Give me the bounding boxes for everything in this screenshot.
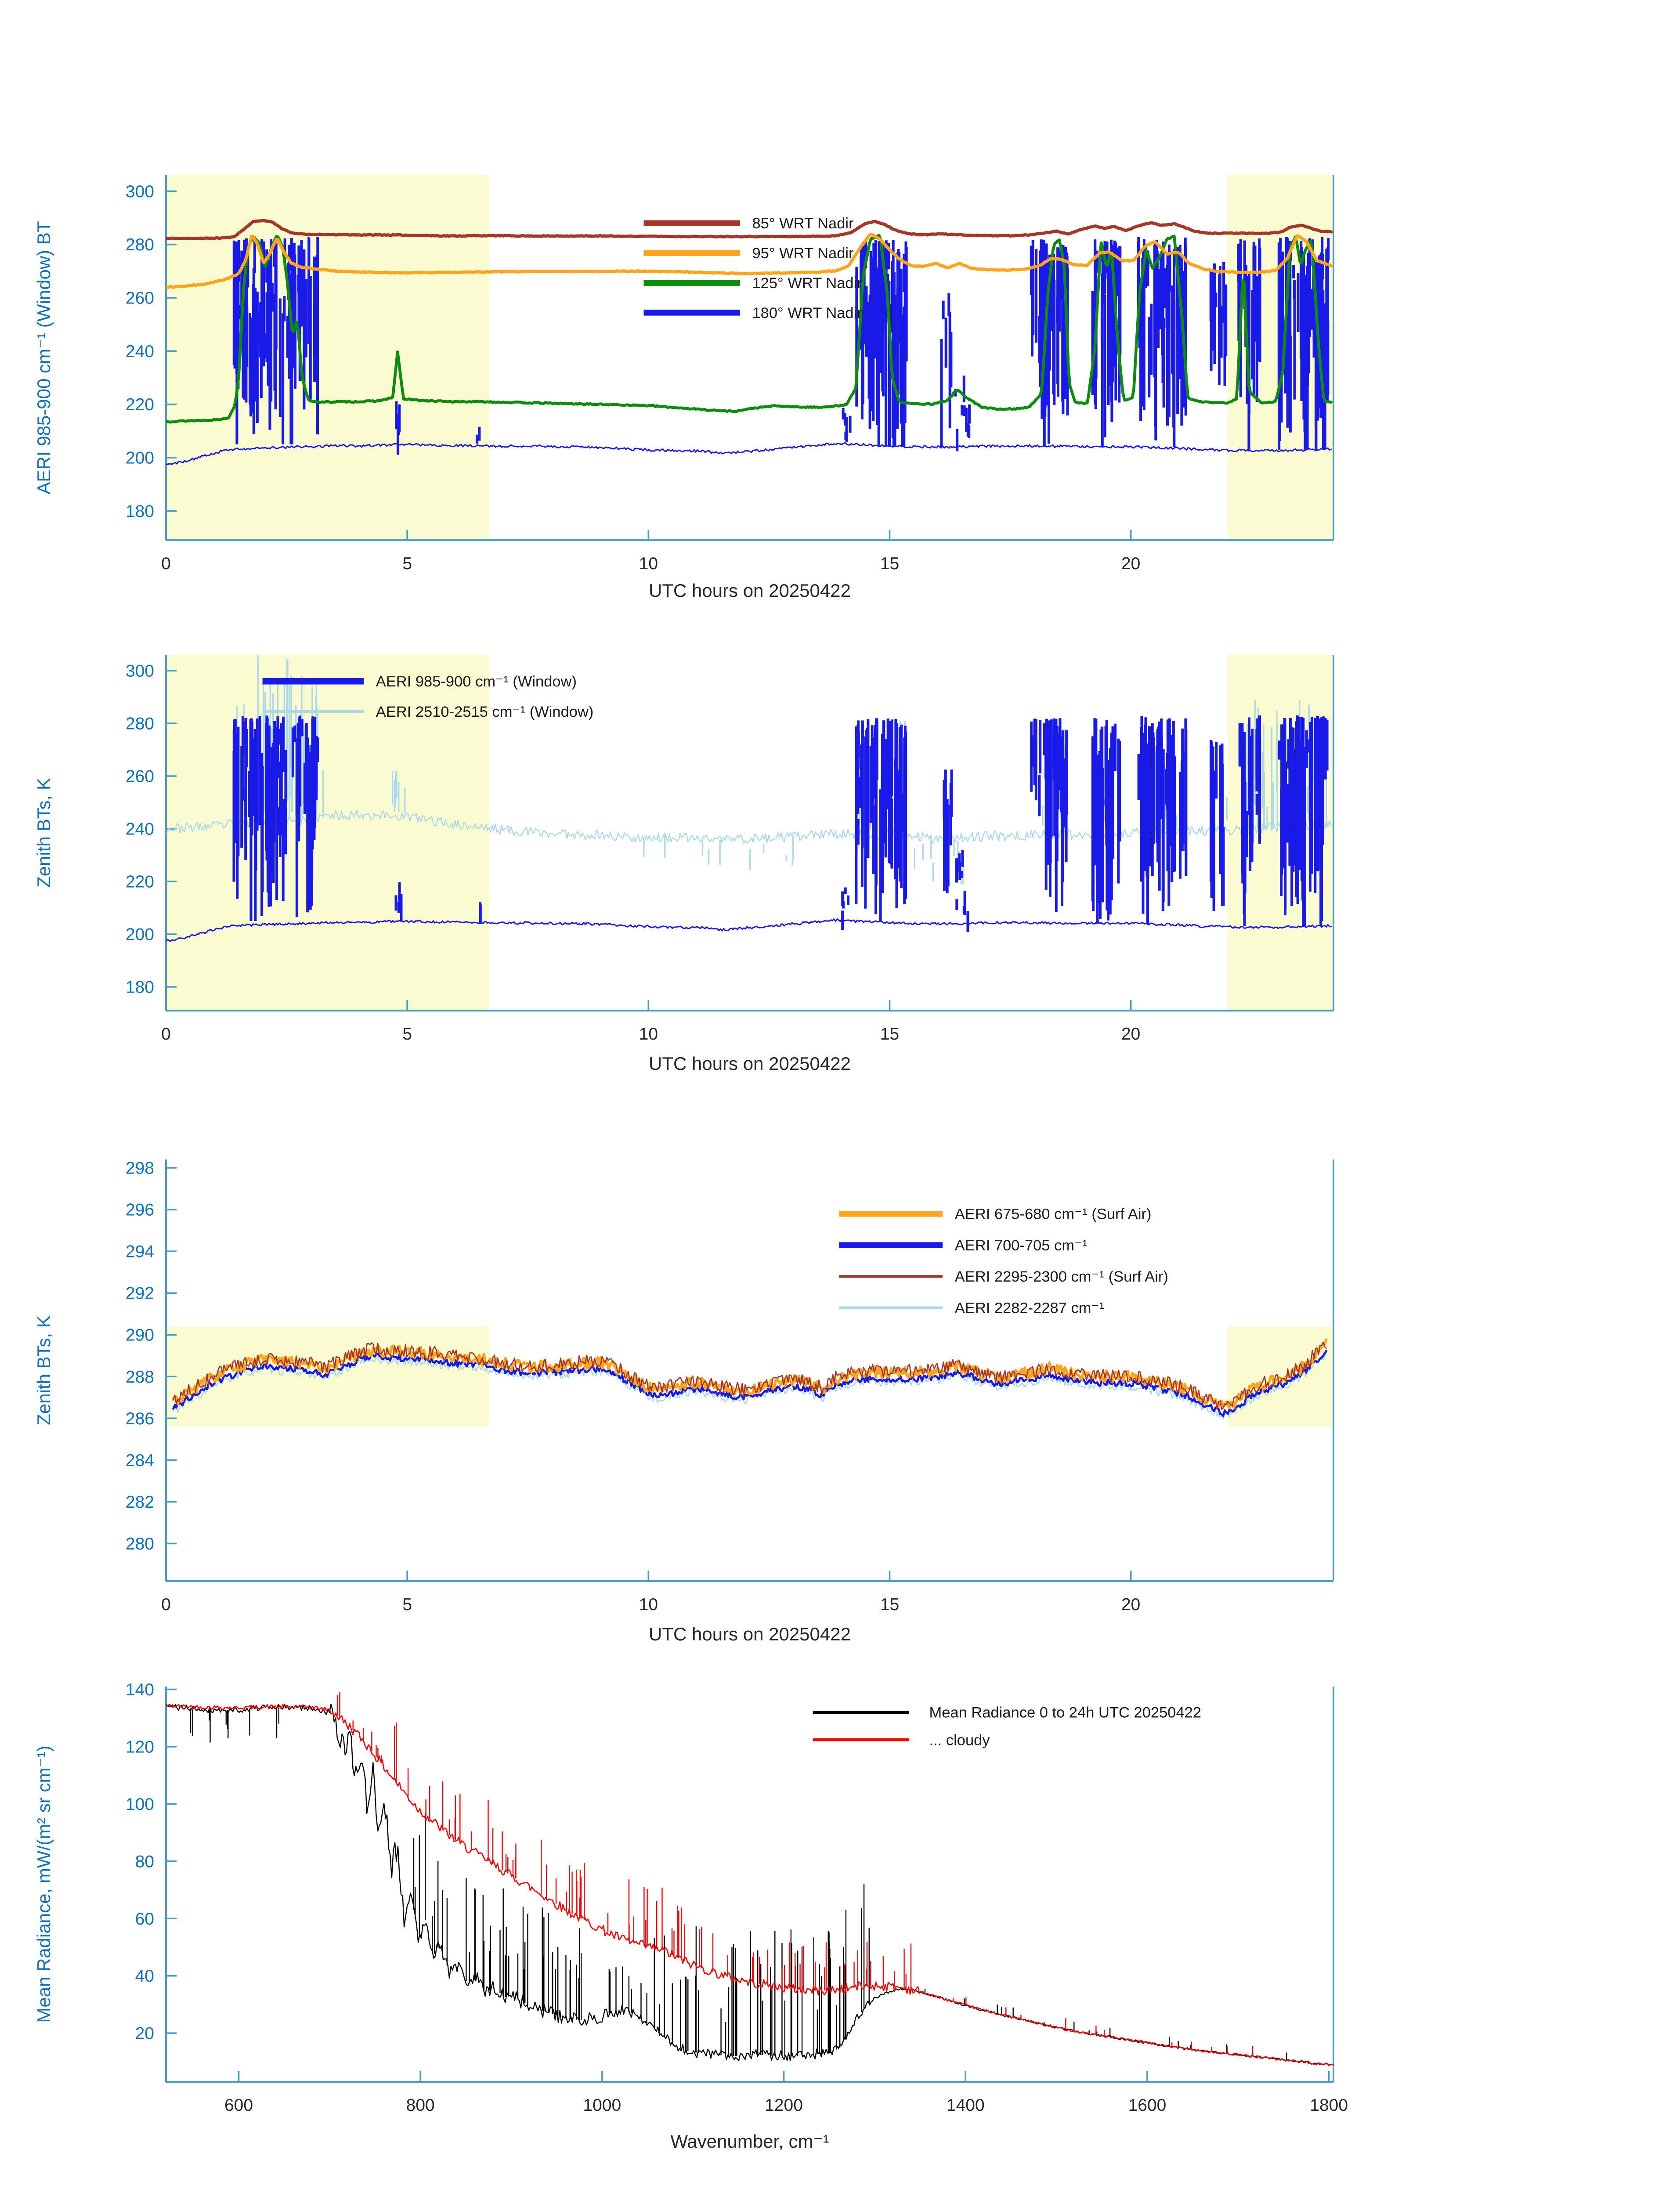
y-tick-label: 286 <box>126 1409 154 1428</box>
y-tick-label: 80 <box>135 1852 154 1871</box>
y-tick-label: 280 <box>126 1535 154 1553</box>
x-tick-label: 0 <box>161 554 171 573</box>
legend-label-aeri-2295-2300-cm-surf-air: AERI 2295-2300 cm⁻¹ (Surf Air) <box>955 1268 1168 1285</box>
legend-label-180-wrt-nadir: 180° WRT Nadir <box>752 305 862 321</box>
x-tick-label: 15 <box>880 1595 899 1614</box>
y-tick-label: 140 <box>126 1680 154 1699</box>
x-tick-label: 20 <box>1121 554 1140 573</box>
y-tick-label: 220 <box>126 873 154 892</box>
x-tick-label: 1800 <box>1310 2096 1348 2115</box>
x-tick-label: 20 <box>1121 1595 1140 1614</box>
series-mean-radiance-0-24h <box>166 1704 1333 2066</box>
series-85-wrt-nadir <box>166 219 1333 240</box>
series-aeri-2510-2515-window <box>166 809 1332 844</box>
series-95-wrt-nadir <box>166 233 1333 289</box>
y-tick-label: 100 <box>126 1795 154 1814</box>
chart-2: 180 200 220 240 260 280 300 0 5 10 15 20 UTC hours o… <box>33 655 1334 1074</box>
legend: AERI 675-680 cm⁻¹ (Surf Air) AERI 700-705… <box>839 1206 1168 1316</box>
series-aeri-985-900-window <box>166 918 1332 942</box>
legend-label-aeri-985-900-cm-window: AERI 985-900 cm⁻¹ (Window) <box>376 673 577 690</box>
highlight-band <box>166 175 489 540</box>
legend-label-125-wrt-nadir: 125° WRT Nadir <box>752 275 862 292</box>
y-tick-label: 300 <box>126 182 154 201</box>
series-layer <box>172 1338 1328 1420</box>
y-tick-label: 220 <box>126 395 154 414</box>
x-tick-label: 5 <box>402 554 412 573</box>
series-layer <box>166 1692 1333 2066</box>
x-tick-label: 5 <box>402 1595 412 1614</box>
y-tick-label: 296 <box>126 1201 154 1220</box>
highlight-band <box>166 655 489 1011</box>
legend-label-aeri-2510-2515-cm-window: AERI 2510-2515 cm⁻¹ (Window) <box>376 704 594 720</box>
legend-label-cloudy: ... cloudy <box>929 1732 990 1748</box>
y-tick-label: 20 <box>135 2024 154 2043</box>
series-aeri-2295-2300-surf-air <box>173 1341 1327 1410</box>
x-axis-label: UTC hours on 20250422 <box>649 1624 851 1644</box>
x-tick-label: 15 <box>880 554 899 573</box>
series-180-wrt-nadir <box>166 442 1332 465</box>
series-layer <box>166 219 1333 465</box>
y-tick-label: 200 <box>126 448 154 467</box>
y-tick-label: 240 <box>126 820 154 839</box>
x-tick-label: 10 <box>639 1025 658 1044</box>
x-axis-label: UTC hours on 20250422 <box>649 1053 851 1074</box>
chart-1: 180 200 220 240 260 280 300 0 5 10 15 20 UTC hours o… <box>33 175 1334 601</box>
y-axis-label: Zenith BTs, K <box>33 1315 54 1425</box>
legend-label-95-wrt-nadir: 95° WRT Nadir <box>752 245 853 262</box>
x-tick-label: 1000 <box>583 2096 621 2115</box>
y-tick-label: 280 <box>126 715 154 733</box>
x-tick-label: 1400 <box>947 2096 985 2115</box>
x-axis-label: UTC hours on 20250422 <box>649 580 851 601</box>
x-tick-label: 800 <box>406 2096 435 2115</box>
x-tick-label: 5 <box>402 1025 412 1044</box>
x-tick-label: 0 <box>161 1025 171 1044</box>
x-tick-label: 0 <box>161 1595 171 1614</box>
y-tick-label: 260 <box>126 289 154 308</box>
legend: AERI 985-900 cm⁻¹ (Window) AERI 2510-2515… <box>262 673 594 720</box>
y-tick-label: 60 <box>135 1910 154 1929</box>
y-axis-label: AERI 985-900 cm⁻¹ (Window) BT <box>33 221 54 494</box>
y-tick-label: 292 <box>126 1284 154 1303</box>
y-tick-label: 282 <box>126 1493 154 1512</box>
x-tick-label: 20 <box>1121 1025 1140 1044</box>
y-axis-label: Zenith BTs, K <box>33 778 54 888</box>
x-tick-label: 15 <box>880 1025 899 1044</box>
x-tick-label: 600 <box>224 2096 253 2115</box>
x-tick-label: 10 <box>639 554 658 573</box>
legend-label-aeri-675-680-cm-surf-air: AERI 675-680 cm⁻¹ (Surf Air) <box>955 1206 1152 1223</box>
y-tick-label: 280 <box>126 235 154 254</box>
x-axis-label: Wavenumber, cm⁻¹ <box>670 2131 829 2152</box>
series-mean-radiance-cloudy <box>166 1704 1333 2066</box>
legend-label-aeri-700-705-cm: AERI 700-705 cm⁻¹ <box>955 1237 1087 1254</box>
y-tick-label: 180 <box>126 502 154 521</box>
legend-label-85-wrt-nadir: 85° WRT Nadir <box>752 215 853 232</box>
y-tick-label: 284 <box>126 1451 154 1470</box>
chart-4: 20 40 60 80 100 120 140 600 800 1000 1200 1400 1600 1… <box>33 1680 1348 2152</box>
y-tick-label: 180 <box>126 978 154 997</box>
legend-label-aeri-2282-2287-cm: AERI 2282-2287 cm⁻¹ <box>955 1300 1104 1316</box>
y-tick-label: 260 <box>126 767 154 786</box>
legend: 85° WRT Nadir 95° WRT Nadir 125° WRT Nadir… <box>643 215 862 321</box>
y-tick-label: 300 <box>126 662 154 681</box>
y-tick-label: 200 <box>126 925 154 944</box>
highlight-band <box>1227 1326 1333 1427</box>
y-tick-label: 290 <box>126 1326 154 1345</box>
y-tick-label: 298 <box>126 1159 154 1178</box>
series-125-wrt-nadir <box>166 234 1333 424</box>
series-layer <box>166 655 1332 942</box>
y-tick-label: 240 <box>126 342 154 361</box>
legend-label-mean-radiance-0-to-24h-utc-20250422: Mean Radiance 0 to 24h UTC 20250422 <box>929 1705 1202 1721</box>
x-tick-label: 10 <box>639 1595 658 1614</box>
x-tick-label: 1600 <box>1128 2096 1167 2115</box>
legend: Mean Radiance 0 to 24h UTC 20250422 ... c… <box>813 1705 1202 1748</box>
y-tick-label: 40 <box>135 1967 154 1986</box>
chart-3: 280 282 284 286 288 290 292 294 296 298 0 5 10 15 20 UT… <box>33 1159 1334 1644</box>
y-tick-label: 288 <box>126 1368 154 1387</box>
x-tick-label: 1200 <box>765 2096 803 2115</box>
y-tick-label: 294 <box>126 1242 154 1261</box>
y-tick-label: 120 <box>126 1737 154 1756</box>
y-axis-label: Mean Radiance, mW/(m² sr cm⁻¹) <box>33 1745 54 2023</box>
